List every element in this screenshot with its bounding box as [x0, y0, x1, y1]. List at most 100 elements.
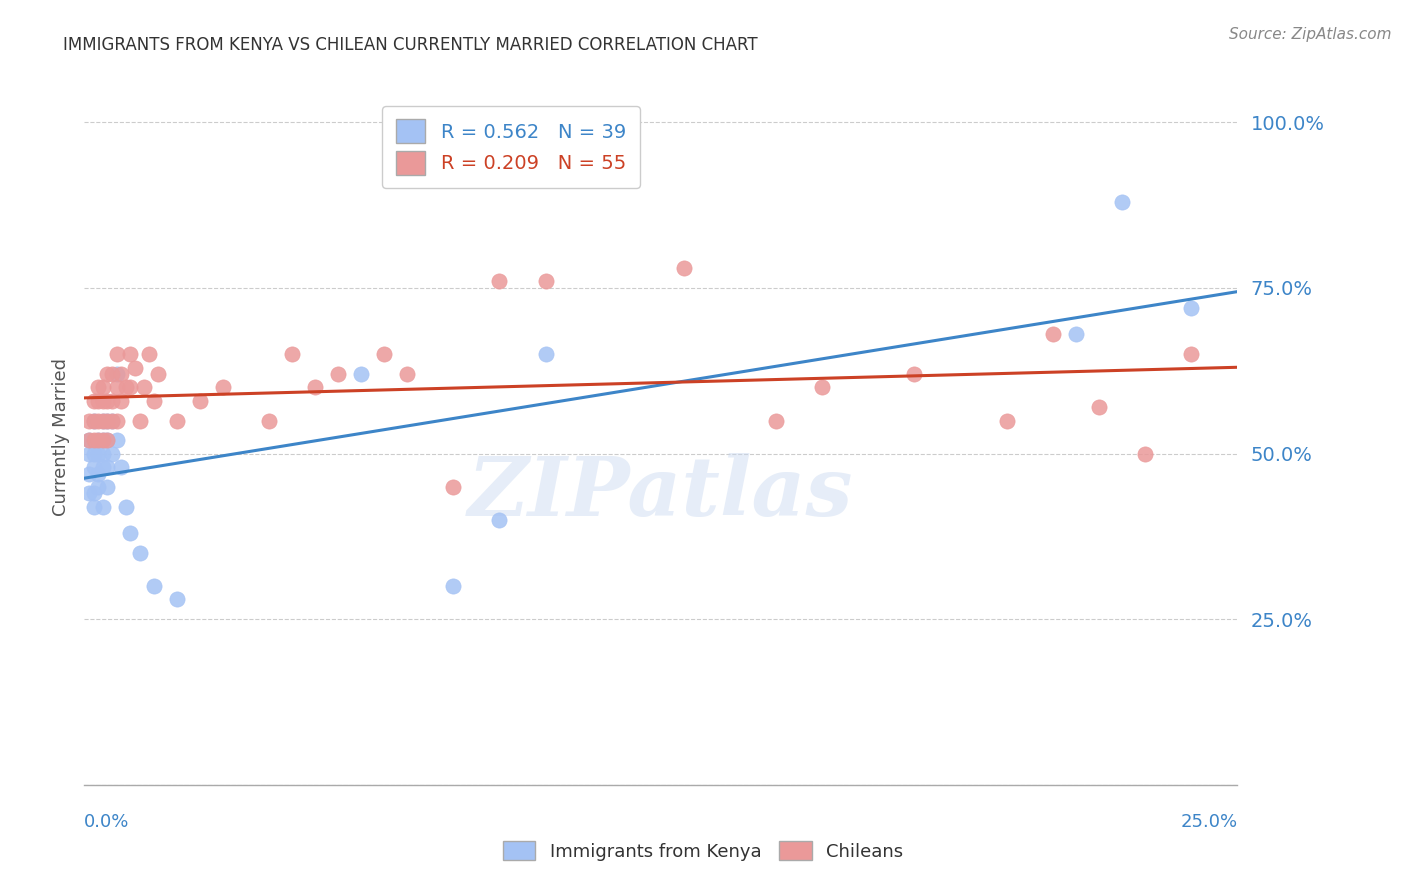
Point [120, 526, 142, 541]
Point [142, 393, 165, 408]
Point [995, 413, 1018, 427]
Legend: R = 0.562   N = 39, R = 0.209   N = 55: R = 0.562 N = 39, R = 0.209 N = 55 [382, 106, 640, 188]
Point [101, 447, 124, 461]
Point [903, 367, 925, 381]
Point [96, 393, 118, 408]
Point [87, 480, 110, 494]
Point [87, 447, 110, 461]
Point [128, 413, 150, 427]
Point [96, 367, 118, 381]
Point [350, 367, 373, 381]
Point [1111, 194, 1133, 209]
Point [87, 434, 110, 448]
Point [105, 434, 128, 448]
Point [110, 367, 132, 381]
Point [96, 459, 118, 474]
Point [91, 459, 114, 474]
Point [96, 434, 118, 448]
Point [91, 447, 114, 461]
Point [83, 447, 105, 461]
Point [77, 467, 100, 481]
Point [138, 347, 160, 361]
Point [441, 480, 464, 494]
Point [101, 413, 124, 427]
Point [87, 393, 110, 408]
Point [672, 261, 695, 276]
Point [1133, 447, 1156, 461]
Point [281, 347, 304, 361]
Point [396, 367, 419, 381]
Point [77, 486, 100, 500]
Point [1088, 401, 1111, 415]
Point [534, 274, 557, 288]
Point [83, 486, 105, 500]
Point [77, 447, 100, 461]
Point [83, 434, 105, 448]
Point [120, 380, 142, 394]
Point [83, 459, 105, 474]
Text: Source: ZipAtlas.com: Source: ZipAtlas.com [1229, 27, 1392, 42]
Point [91, 500, 114, 514]
Point [1042, 327, 1064, 342]
Text: 25.0%: 25.0% [1180, 813, 1237, 830]
Point [101, 413, 124, 427]
Point [765, 413, 787, 427]
Point [96, 434, 118, 448]
Point [77, 434, 100, 448]
Point [91, 413, 114, 427]
Point [91, 434, 114, 448]
Point [105, 380, 128, 394]
Point [105, 413, 128, 427]
Point [91, 413, 114, 427]
Point [96, 413, 118, 427]
Y-axis label: Currently Married: Currently Married [52, 358, 70, 516]
Point [211, 380, 233, 394]
Point [257, 413, 280, 427]
Point [83, 393, 105, 408]
Point [115, 500, 138, 514]
Point [166, 592, 188, 607]
Point [1064, 327, 1087, 342]
Point [811, 380, 834, 394]
Point [326, 367, 349, 381]
Point [87, 413, 110, 427]
Point [87, 434, 110, 448]
Text: IMMIGRANTS FROM KENYA VS CHILEAN CURRENTLY MARRIED CORRELATION CHART: IMMIGRANTS FROM KENYA VS CHILEAN CURRENT… [63, 36, 758, 54]
Point [101, 367, 124, 381]
Point [87, 380, 110, 394]
Point [105, 347, 128, 361]
Text: 0.0%: 0.0% [84, 813, 129, 830]
Point [534, 347, 557, 361]
Point [128, 546, 150, 560]
Point [83, 413, 105, 427]
Point [91, 380, 114, 394]
Point [304, 380, 326, 394]
Point [488, 513, 510, 527]
Point [166, 413, 188, 427]
Point [96, 480, 118, 494]
Point [83, 500, 105, 514]
Point [142, 579, 165, 593]
Point [488, 274, 510, 288]
Point [188, 393, 211, 408]
Text: ZIPatlas: ZIPatlas [468, 453, 853, 533]
Point [134, 380, 156, 394]
Point [120, 347, 142, 361]
Point [91, 434, 114, 448]
Point [110, 459, 132, 474]
Point [87, 467, 110, 481]
Point [101, 393, 124, 408]
Point [115, 380, 138, 394]
Point [77, 434, 100, 448]
Point [146, 367, 169, 381]
Point [91, 393, 114, 408]
Point [1180, 301, 1202, 315]
Point [105, 367, 128, 381]
Point [373, 347, 395, 361]
Point [110, 393, 132, 408]
Legend: Immigrants from Kenya, Chileans: Immigrants from Kenya, Chileans [494, 832, 912, 870]
Point [124, 360, 146, 375]
Point [441, 579, 464, 593]
Point [96, 413, 118, 427]
Point [83, 413, 105, 427]
